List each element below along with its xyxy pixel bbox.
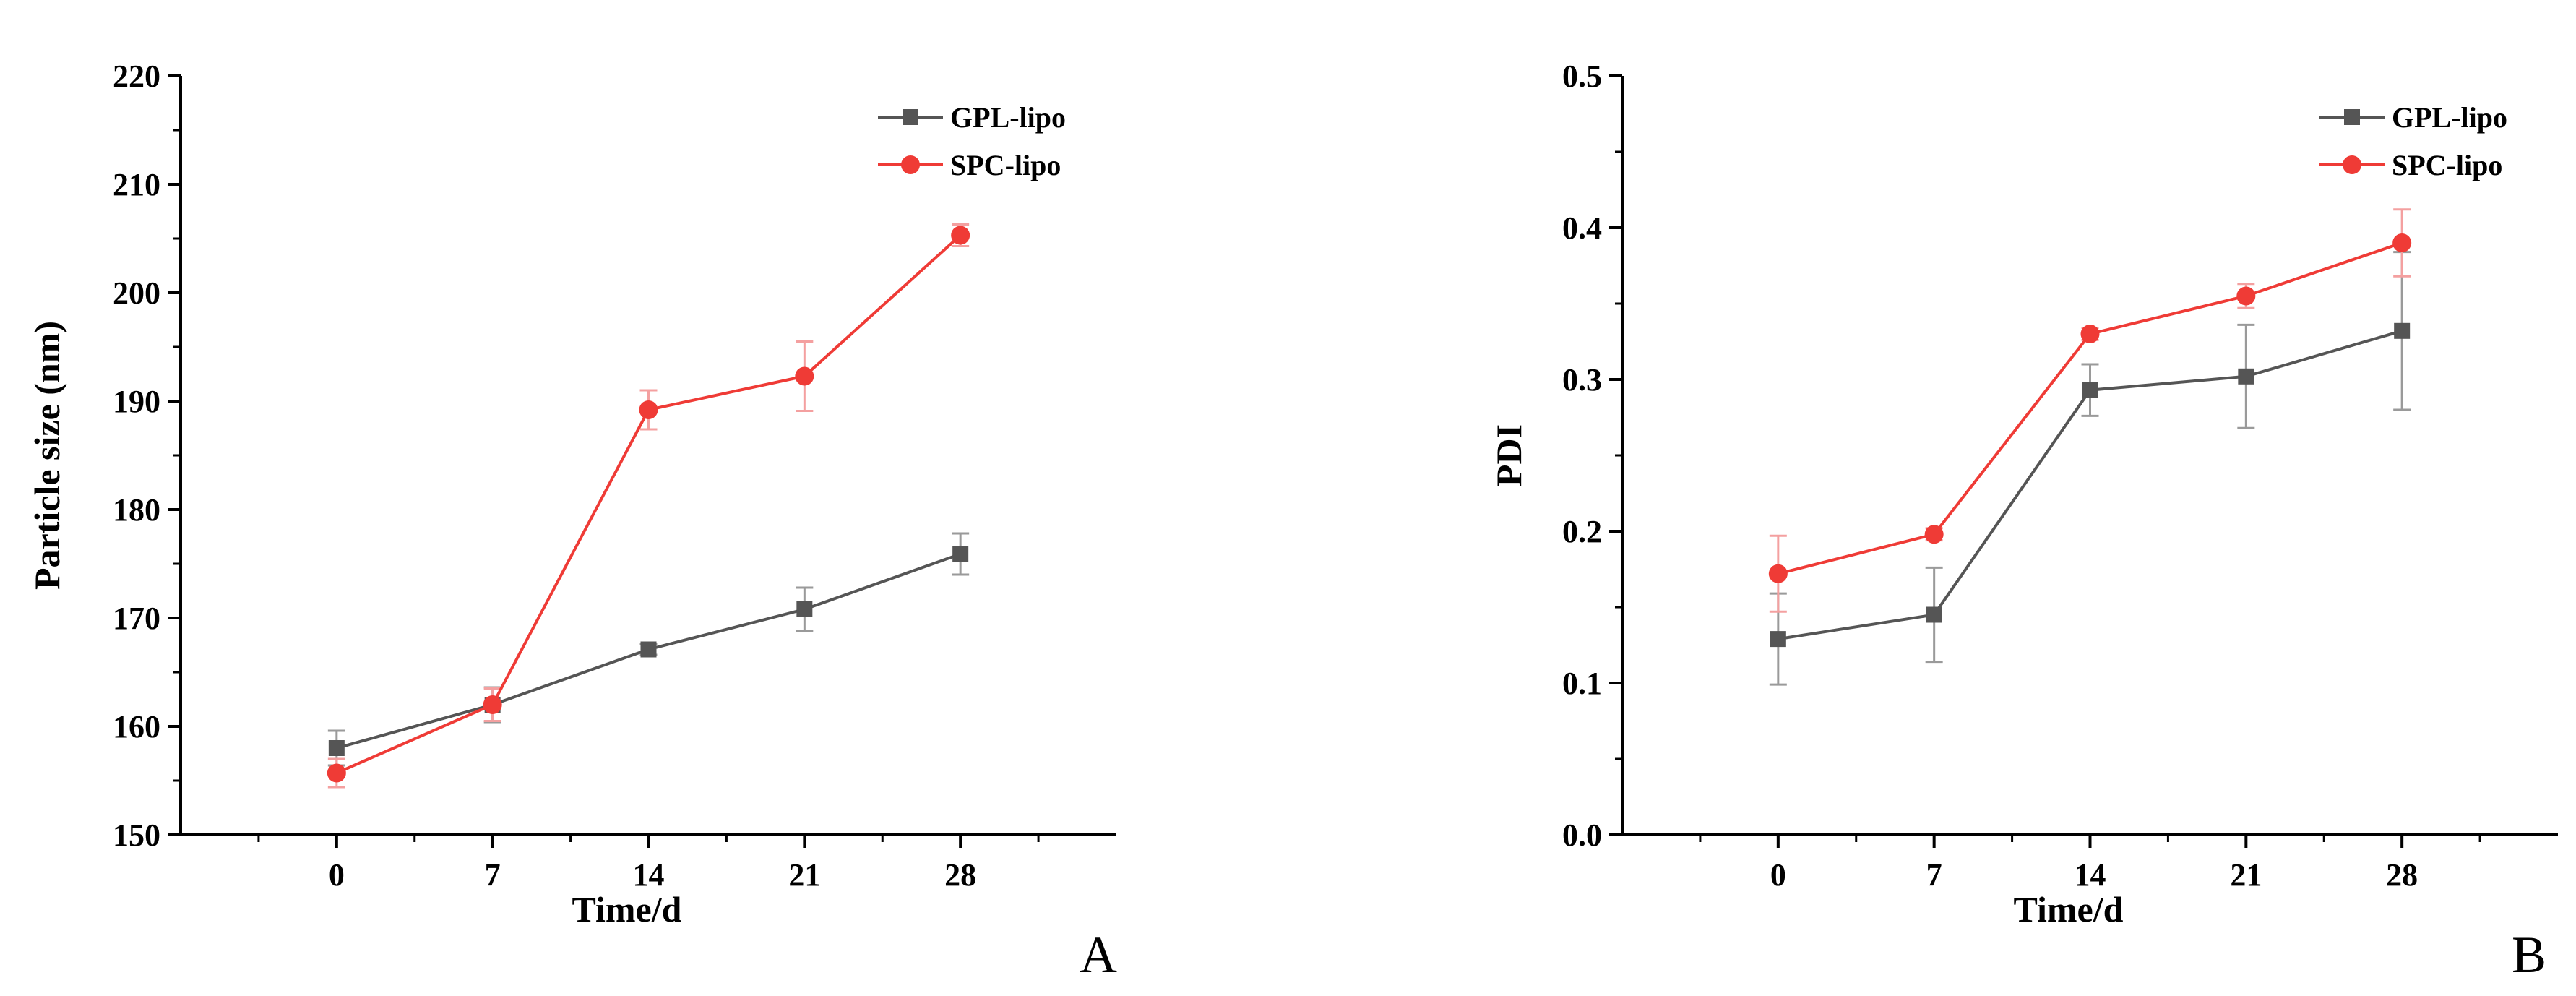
data-point-spc-lipo xyxy=(951,226,970,245)
series-spc-lipo xyxy=(327,223,970,789)
data-point-spc-lipo xyxy=(2080,325,2100,343)
x-tick-label: 21 xyxy=(788,857,820,893)
y-tick-label: 170 xyxy=(113,601,160,636)
y-axis-title: Particle size (nm) xyxy=(27,321,67,590)
x-axis-title: Time/d xyxy=(572,889,682,930)
legend-marker-gpl-lipo xyxy=(2344,109,2360,125)
legend-label-gpl-lipo: GPL-lipo xyxy=(950,101,1066,134)
legend-marker-gpl-lipo xyxy=(903,109,918,125)
data-point-spc-lipo xyxy=(639,400,658,419)
data-point-gpl-lipo xyxy=(2394,322,2411,339)
x-tick-label: 21 xyxy=(2230,857,2262,893)
series-line-spc-lipo xyxy=(336,234,962,775)
x-tick-label: 7 xyxy=(1926,857,1942,893)
y-tick-label: 0.3 xyxy=(1562,362,1602,398)
y-tick-label: 180 xyxy=(113,492,160,528)
x-tick-label: 0 xyxy=(1770,857,1786,893)
y-tick-label: 200 xyxy=(113,275,160,311)
data-point-spc-lipo xyxy=(2236,286,2256,306)
data-point-spc-lipo xyxy=(1924,525,1944,544)
legend-label-spc-lipo: SPC-lipo xyxy=(2392,149,2502,181)
panel-label: B xyxy=(2512,926,2546,984)
y-tick-label: 160 xyxy=(113,709,160,744)
chart-panel-b: 0.0 0.1 0.2 0.3 0.4 0.5 0 7 14 21 28 Time/d PDI B GPL-… xyxy=(1489,59,2558,984)
data-point-gpl-lipo xyxy=(2238,368,2254,385)
series-gpl-lipo xyxy=(327,532,970,767)
x-tick-label: 28 xyxy=(944,857,976,893)
data-point-spc-lipo xyxy=(1768,564,1788,583)
y-tick-label: 0.2 xyxy=(1562,514,1602,549)
legend-marker-spc-lipo xyxy=(2343,155,2361,174)
data-point-gpl-lipo xyxy=(1926,606,1942,623)
y-tick-label: 0.0 xyxy=(1562,817,1602,853)
data-point-gpl-lipo xyxy=(2082,382,2098,398)
data-point-gpl-lipo xyxy=(640,641,657,658)
legend-marker-spc-lipo xyxy=(901,155,920,174)
x-axis-title: Time/d xyxy=(2014,889,2124,930)
y-tick-label: 0.1 xyxy=(1562,666,1602,701)
y-tick-label: 210 xyxy=(113,167,160,202)
y-tick-label: 150 xyxy=(113,817,160,853)
data-point-spc-lipo xyxy=(2392,233,2412,252)
data-point-gpl-lipo xyxy=(952,546,969,562)
series-gpl-lipo xyxy=(1769,251,2411,686)
panel-label: A xyxy=(1080,926,1117,984)
y-axis-title: PDI xyxy=(1489,424,1529,486)
data-point-gpl-lipo xyxy=(796,601,813,617)
x-tick-label: 28 xyxy=(2386,857,2418,893)
x-tick-label: 0 xyxy=(329,857,345,893)
x-tick-label: 7 xyxy=(485,857,501,893)
y-tick-label: 0.5 xyxy=(1562,59,1602,94)
x-tick-label: 14 xyxy=(633,857,665,893)
legend-label-gpl-lipo: GPL-lipo xyxy=(2392,101,2507,134)
data-point-gpl-lipo xyxy=(328,740,345,756)
legend: GPL-lipo SPC-lipo xyxy=(878,101,1066,181)
y-tick-label: 0.4 xyxy=(1562,210,1602,246)
data-point-spc-lipo xyxy=(795,366,814,386)
y-tick-label: 190 xyxy=(113,384,160,419)
legend-label-spc-lipo: SPC-lipo xyxy=(950,149,1061,181)
data-point-spc-lipo xyxy=(483,695,502,714)
series-spc-lipo xyxy=(1768,208,2412,613)
data-point-gpl-lipo xyxy=(1770,631,1786,648)
x-tick-label: 14 xyxy=(2075,857,2106,893)
data-point-spc-lipo xyxy=(327,763,346,783)
legend: GPL-lipo SPC-lipo xyxy=(2319,101,2507,181)
chart-panel-a: 150 160 170 180 190 200 210 220 0 7 14 21 28 Time/d Pa… xyxy=(27,59,1117,984)
y-tick-label: 220 xyxy=(113,59,160,94)
